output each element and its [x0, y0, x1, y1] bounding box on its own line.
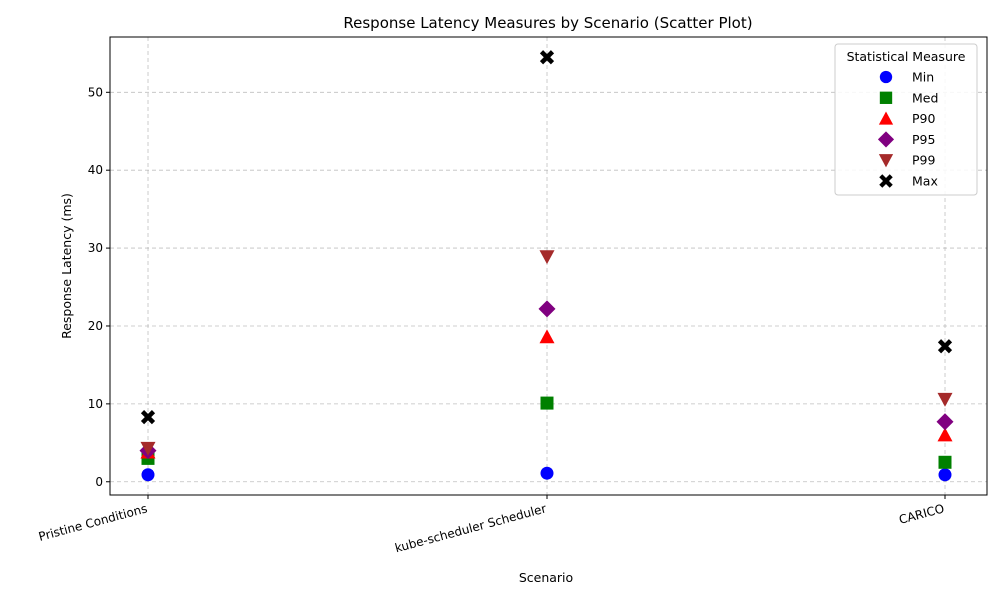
legend-items: Min Med P90 P95 P99 Max: [877, 70, 938, 189]
data-point-min: [141, 468, 155, 482]
x-ticks: Pristine Conditions kube-scheduler Schedu…: [37, 495, 946, 555]
x-tick-label: kube-scheduler Scheduler: [393, 501, 547, 555]
data-point-max: [937, 339, 953, 354]
data-point-p99: [140, 441, 156, 456]
legend-marker-p99: [878, 154, 894, 168]
legend-box: [834, 43, 978, 196]
data-point-p95: [538, 300, 556, 318]
y-tick-label: 20: [88, 319, 103, 333]
legend-label-p99: P99: [912, 153, 935, 168]
legend: Statistical Measure Min Med P90 P95 P99 Max: [834, 43, 978, 196]
y-tick-label: 10: [88, 397, 103, 411]
x-axis-label: Scenario: [519, 570, 573, 585]
data-point-max: [539, 50, 555, 65]
data-point-max: [140, 410, 156, 425]
legend-label-p90: P90: [912, 111, 935, 126]
x-tick-label: Pristine Conditions: [37, 501, 149, 543]
y-ticks: 0 10 20 30 40 50: [88, 85, 110, 489]
legend-label-min: Min: [912, 70, 934, 85]
y-tick-label: 30: [88, 241, 103, 255]
legend-label-p95: P95: [912, 132, 935, 147]
legend-marker-med: [879, 91, 893, 104]
y-tick-label: 50: [88, 85, 103, 99]
legend-marker-p90: [878, 111, 894, 125]
data-point-p99: [539, 250, 555, 265]
data-point-p90: [539, 329, 555, 344]
data-points: [139, 50, 954, 482]
x-tick-label: CARICO: [897, 501, 945, 527]
data-point-med: [938, 455, 952, 469]
data-point-p99: [937, 392, 953, 407]
legend-label-med: Med: [912, 90, 938, 105]
data-point-med: [540, 396, 554, 410]
data-point-min: [540, 466, 554, 480]
legend-label-max: Max: [912, 174, 938, 189]
plot-frame: [109, 36, 988, 496]
data-point-p90: [937, 427, 953, 442]
y-tick-label: 40: [88, 163, 103, 177]
y-tick-label: 0: [95, 475, 103, 489]
legend-marker-min: [879, 70, 893, 84]
legend-marker-max: [879, 174, 893, 188]
chart-title: Response Latency Measures by Scenario (S…: [343, 14, 752, 32]
legend-marker-p95: [877, 131, 895, 148]
y-axis-label: Response Latency (ms): [59, 193, 74, 339]
legend-title: Statistical Measure: [847, 49, 966, 64]
data-point-min: [938, 468, 952, 482]
data-point-p95: [936, 413, 954, 431]
